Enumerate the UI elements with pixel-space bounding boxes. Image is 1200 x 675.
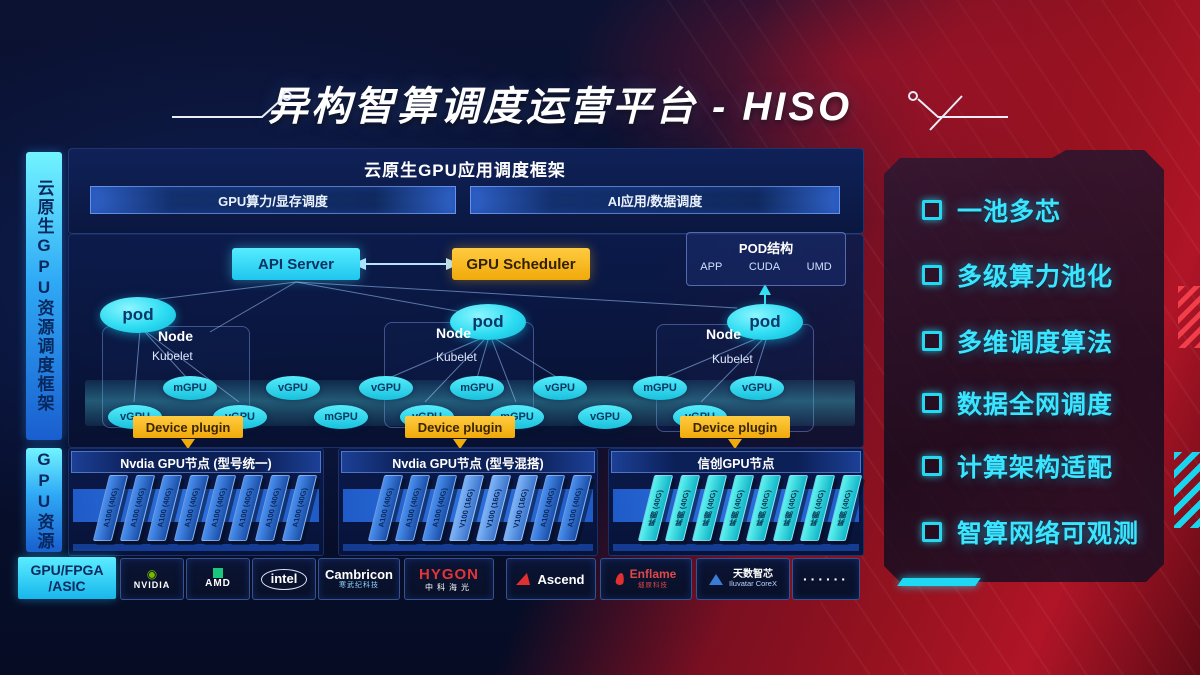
feature-bullet-icon: [922, 265, 942, 285]
vendor-iluvatar: 天数智芯 Iluvatar CoreX: [696, 558, 790, 600]
feature-item-5: 计算架构适配: [922, 450, 1113, 482]
gpu-slice-mgpu-2: mGPU: [163, 376, 217, 400]
gpu-group-nvidia-uniform: Nvdia GPU节点 (型号统一) A100 (40G) A100 (40G) A…: [68, 448, 324, 556]
device-plugin-1: Device plugin: [133, 416, 243, 449]
nvidia-logo-icon: ◉: [146, 566, 158, 581]
rail-gpu-scheduling-framework: 云原生GPU资源调度框架: [26, 152, 62, 440]
app-framework-title: 云原生GPU应用调度框架: [364, 161, 566, 180]
chip-gpu-fpga-asic: GPU/FPGA /ASIC: [18, 557, 116, 599]
gpu-slice-vgpu-6: vGPU: [359, 376, 413, 400]
gpu-slice-mgpu-5: mGPU: [314, 405, 368, 429]
gpu-slice-vgpu-14: vGPU: [730, 376, 784, 400]
gpu-slice-mgpu-12: mGPU: [633, 376, 687, 400]
feature-item-4: 数据全网调度: [922, 387, 1113, 419]
pod-ellipse-1: pod: [100, 297, 176, 333]
features-panel: [884, 150, 1164, 582]
feature-bullet-icon: [922, 393, 942, 413]
feature-label: 多级算力池化: [957, 263, 1114, 291]
device-plugin-2: Device plugin: [405, 416, 515, 449]
ascend-logo-icon: [515, 573, 534, 585]
feature-item-2: 多级算力池化: [922, 259, 1113, 291]
panel-accent-bar: [897, 578, 981, 586]
node-label-2: Node: [436, 325, 471, 341]
pod-ellipse-2: pod: [450, 304, 526, 340]
gpu-group-xinchuang: 信创GPU节点 昇腾 (40G) 昇腾 (40G) 昇腾 (40G) 昇腾 (40G)…: [608, 448, 864, 556]
pod-layer-app: APP: [700, 261, 723, 273]
amd-logo-icon: [213, 568, 223, 579]
vendor-nvidia: ◉ NVIDIA: [120, 558, 184, 600]
kubelet-label-3: Kubelet: [712, 352, 753, 366]
gpu-slice-vgpu-10: vGPU: [533, 376, 587, 400]
vendor-hygon: HYGON 中科海光: [404, 558, 494, 600]
pod-layer-umd: UMD: [806, 261, 832, 273]
vendor-intel: intel: [252, 558, 316, 600]
gpu-slice-mgpu-9: mGPU: [490, 405, 544, 429]
iluvatar-logo-icon: [709, 573, 724, 585]
gpu-slice-mgpu-8: mGPU: [450, 376, 504, 400]
feature-item-6: 智算网络可观测: [922, 516, 1139, 548]
feature-bullet-icon: [922, 522, 942, 542]
gpu-group-title-2: Nvdia GPU节点 (型号混搭): [341, 451, 595, 473]
pod-layer-cuda: CUDA: [748, 261, 781, 273]
pod-structure-box: POD结构 APP CUDA UMD: [686, 232, 846, 286]
feature-item-3: 多维调度算法: [922, 325, 1113, 357]
feature-bullet-icon: [922, 456, 942, 476]
vendor-enflame: Enflame 燧原科技: [600, 558, 692, 600]
node-label-3: Node: [706, 326, 741, 342]
bar-ai-app-data-scheduling: AI应用/数据调度: [470, 186, 840, 214]
intel-logo-icon: intel: [260, 568, 308, 590]
page-title: 异构智算调度运营平台 - HISO: [267, 85, 853, 129]
gpu-group-title-3: 信创GPU节点: [611, 451, 861, 473]
node-label-1: Node: [158, 328, 193, 344]
enflame-logo-icon: [614, 572, 625, 586]
feature-bullet-icon: [922, 331, 942, 351]
feature-label: 数据全网调度: [957, 391, 1114, 419]
feature-bullet-icon: [922, 200, 942, 220]
vendor-more: ······: [792, 558, 860, 600]
feature-label: 多维调度算法: [957, 329, 1114, 357]
hazard-stripes-red: [1178, 286, 1200, 348]
gpu-slice-vgpu-11: vGPU: [578, 405, 632, 429]
gpu-group-nvidia-mixed: Nvdia GPU节点 (型号混搭) A100 (40G) A100 (40G) A…: [338, 448, 598, 556]
kubelet-label-2: Kubelet: [436, 350, 477, 364]
feature-item-1: 一池多芯: [922, 194, 1061, 226]
gpu-group-title-1: Nvdia GPU节点 (型号统一): [71, 451, 321, 473]
feature-label: 智算网络可观测: [957, 520, 1140, 548]
rail-gpu-resources: GPU资源: [26, 448, 62, 552]
vendor-cambricon: Cambricon 寒武纪科技: [318, 558, 400, 600]
feature-label: 计算架构适配: [957, 454, 1114, 482]
gpu-slice-vgpu-4: vGPU: [266, 376, 320, 400]
gpu-scheduler-box: GPU Scheduler: [452, 248, 590, 280]
pod-ellipse-3: pod: [727, 304, 803, 340]
feature-label: 一池多芯: [957, 198, 1062, 226]
hazard-stripes-cyan: [1174, 452, 1200, 528]
vendor-amd: AMD: [186, 558, 250, 600]
api-server-box: API Server: [232, 248, 360, 280]
pod-structure-title: POD结构: [738, 241, 794, 256]
device-plugin-3: Device plugin: [680, 416, 790, 449]
kubelet-label-1: Kubelet: [152, 349, 193, 363]
bar-gpu-compute-vram-scheduling: GPU算力/显存调度: [90, 186, 456, 214]
vendor-ascend: Ascend: [506, 558, 596, 600]
